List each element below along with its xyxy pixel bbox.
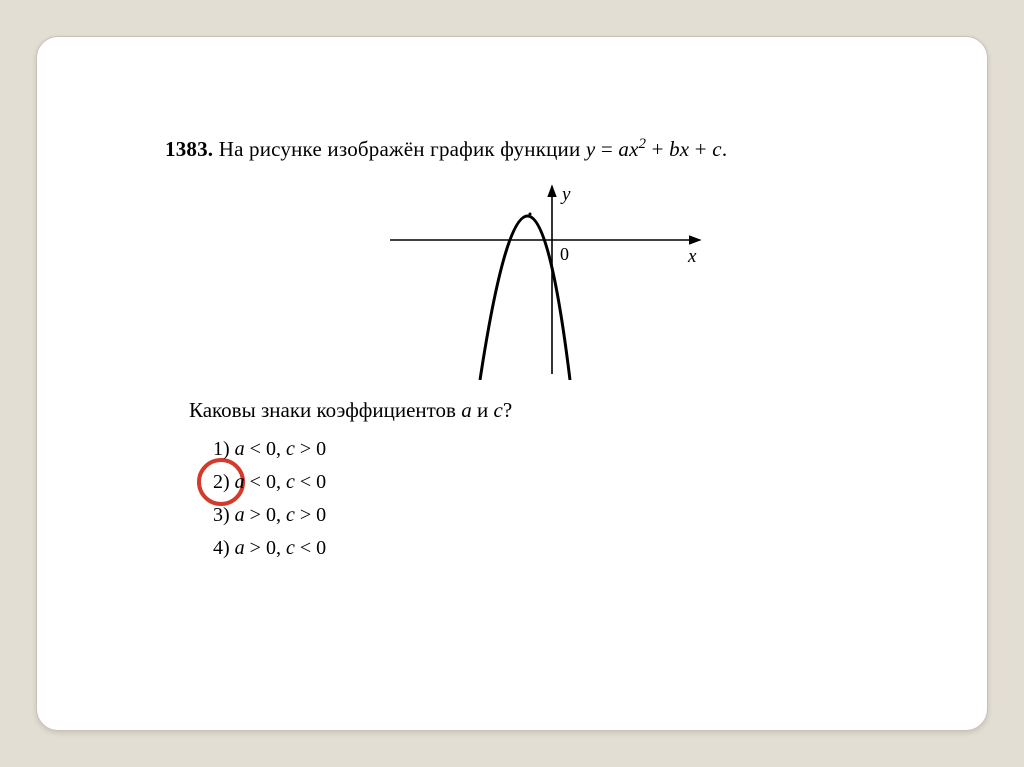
- option-3: 3) a > 0, c > 0: [213, 499, 925, 532]
- answer-options: 1) a < 0, c > 0 2) a < 0, c < 0 3) a > 0…: [213, 433, 925, 565]
- option-a-rel: < 0,: [245, 471, 286, 493]
- option-a-sym: a: [235, 504, 245, 526]
- option-c-rel: > 0: [295, 504, 326, 526]
- option-1: 1) a < 0, c > 0: [213, 433, 925, 466]
- question-text: Каковы знаки коэффициентов a и c?: [189, 398, 925, 423]
- option-a-sym: a: [235, 471, 245, 493]
- eq-x1: x: [680, 137, 690, 161]
- option-a-rel: < 0,: [245, 438, 286, 460]
- option-a-sym: a: [235, 537, 245, 559]
- option-c-rel: > 0: [295, 438, 326, 460]
- option-2: 2) a < 0, c < 0: [213, 466, 925, 499]
- problem-number: 1383.: [165, 137, 213, 161]
- eq-a: a: [618, 137, 629, 161]
- svg-text:y: y: [560, 184, 571, 205]
- question-c: c: [493, 398, 502, 422]
- option-c-sym: c: [286, 537, 295, 559]
- eq-eq: =: [595, 137, 618, 161]
- content-block: 1383. На рисунке изображён график функци…: [165, 133, 925, 565]
- page-card: 1383. На рисунке изображён график функци…: [36, 36, 988, 731]
- problem-text: На рисунке изображён график функции: [219, 137, 586, 161]
- option-a-rel: > 0,: [245, 504, 286, 526]
- question-a: a: [461, 398, 472, 422]
- eq-x2: x: [629, 137, 639, 161]
- eq-y: y: [586, 137, 596, 161]
- question-and: и: [472, 398, 494, 422]
- question-prefix: Каковы знаки коэффициентов: [189, 398, 461, 422]
- option-c-sym: c: [286, 504, 295, 526]
- option-num: 4): [213, 537, 230, 559]
- option-c-sym: c: [286, 438, 295, 460]
- eq-plus2: +: [689, 137, 712, 161]
- eq-dot: .: [722, 137, 727, 161]
- option-a-sym: a: [235, 438, 245, 460]
- option-c-rel: < 0: [295, 537, 326, 559]
- eq-c: c: [712, 137, 722, 161]
- option-num: 1): [213, 438, 230, 460]
- problem-statement: 1383. На рисунке изображён график функци…: [165, 133, 925, 166]
- option-num: 2): [213, 471, 230, 493]
- question-qmark: ?: [503, 398, 512, 422]
- option-num: 3): [213, 504, 230, 526]
- eq-b: b: [669, 137, 680, 161]
- eq-plus1: +: [646, 137, 669, 161]
- eq-exp: 2: [639, 136, 647, 152]
- option-c-rel: < 0: [295, 471, 326, 493]
- graph-svg: y x 0: [370, 180, 720, 380]
- option-a-rel: > 0,: [245, 537, 286, 559]
- graph-figure: y x 0: [370, 180, 720, 380]
- option-c-sym: c: [286, 471, 295, 493]
- option-4: 4) a > 0, c < 0: [213, 532, 925, 565]
- svg-text:x: x: [687, 246, 697, 267]
- svg-text:0: 0: [560, 244, 569, 264]
